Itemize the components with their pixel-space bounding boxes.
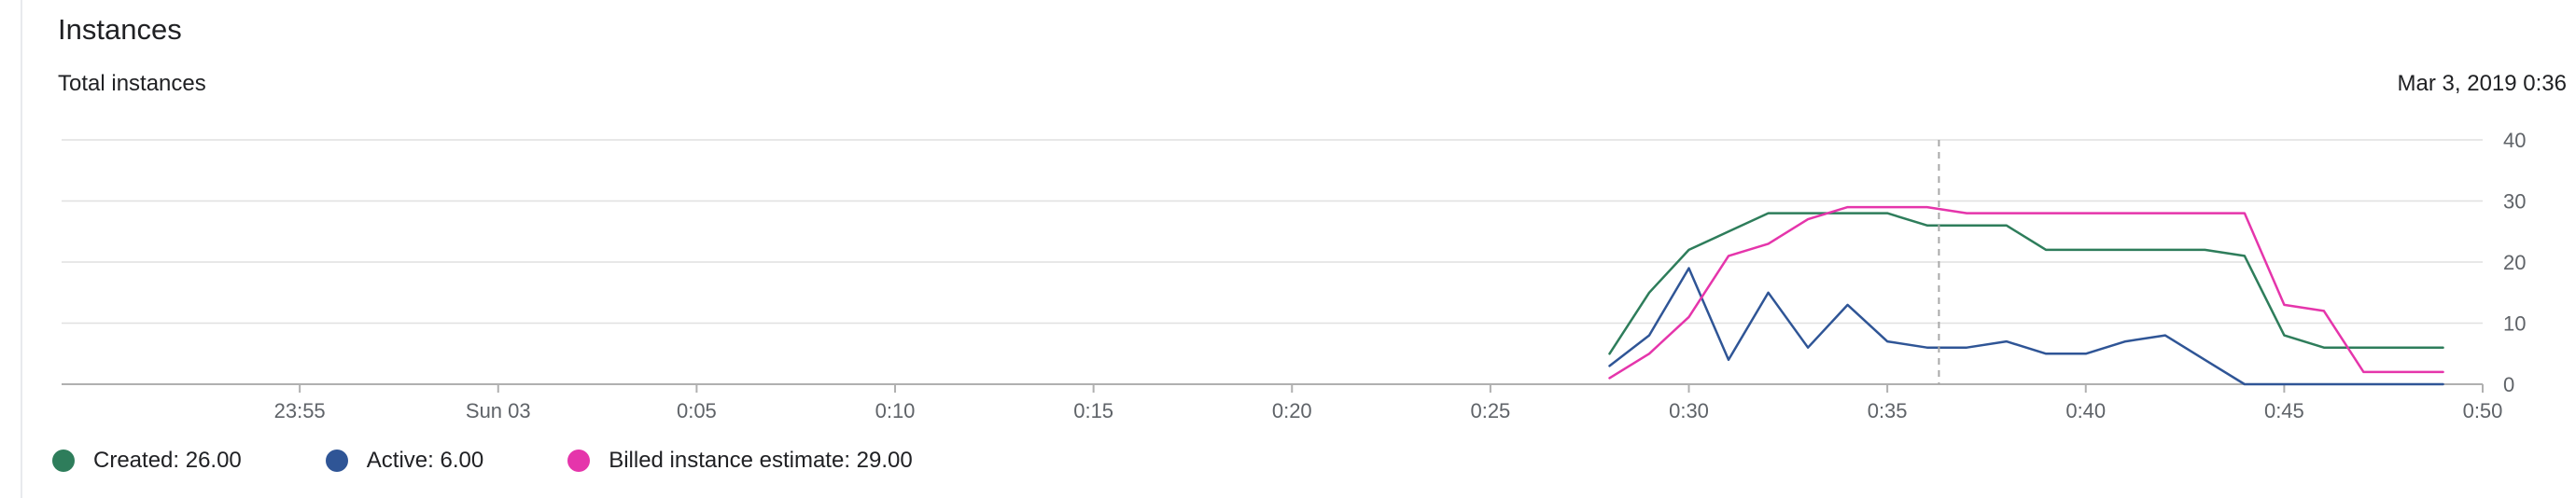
y-tick-label: 0 bbox=[2503, 373, 2514, 396]
panel-title: Instances bbox=[58, 13, 182, 46]
x-tick-label: 0:45 bbox=[2264, 399, 2304, 422]
y-tick-label: 10 bbox=[2503, 312, 2526, 336]
legend-label-active: Active: 6.00 bbox=[366, 448, 484, 473]
x-tick-label: 0:05 bbox=[677, 399, 717, 422]
legend-item-created[interactable]: Created: 26.00 bbox=[52, 446, 242, 476]
x-tick-label: 0:40 bbox=[2065, 399, 2106, 422]
x-axis-ticks: 23:55 Sun 03 0:05 0:10 0:15 0:20 0:25 0:30 0:35 0… bbox=[274, 384, 2503, 422]
x-tick-label: 23:55 bbox=[274, 399, 326, 422]
legend-item-billed[interactable]: Billed instance estimate: 29.00 bbox=[567, 446, 913, 476]
panel-left-rule bbox=[21, 0, 22, 498]
series-line-billed bbox=[1608, 205, 2444, 380]
legend-item-active[interactable]: Active: 6.00 bbox=[325, 446, 484, 476]
x-tick-label: 0:15 bbox=[1073, 399, 1113, 422]
chart-legend: Created: 26.00 Active: 6.00 Billed insta… bbox=[52, 446, 997, 476]
y-tick-label: 30 bbox=[2503, 190, 2526, 214]
legend-swatch-billed bbox=[567, 450, 591, 472]
y-tick-label: 40 bbox=[2503, 129, 2526, 152]
chart-series bbox=[1608, 205, 2444, 386]
x-tick-label: 0:50 bbox=[2463, 399, 2503, 422]
chart-grid bbox=[62, 139, 2483, 385]
legend-swatch-active bbox=[325, 450, 348, 472]
chart-subtitle: Total instances bbox=[58, 71, 206, 96]
y-tick-label: 20 bbox=[2503, 251, 2526, 274]
hover-timestamp: Mar 3, 2019 0:36 bbox=[2397, 71, 2567, 96]
x-tick-label: 0:25 bbox=[1470, 399, 1510, 422]
x-tick-label: 0:30 bbox=[1669, 399, 1709, 422]
x-tick-label: 0:20 bbox=[1272, 399, 1312, 422]
legend-label-billed: Billed instance estimate: 29.00 bbox=[609, 448, 913, 473]
y-axis-ticks: 0 10 20 30 40 bbox=[2503, 129, 2526, 396]
series-line-active bbox=[1608, 267, 2444, 386]
x-tick-label: 0:10 bbox=[875, 399, 916, 422]
series-line-created bbox=[1608, 212, 2444, 355]
legend-label-created: Created: 26.00 bbox=[93, 448, 242, 473]
x-tick-label: 0:35 bbox=[1868, 399, 1908, 422]
legend-swatch-created bbox=[52, 450, 75, 472]
x-tick-label: Sun 03 bbox=[466, 399, 531, 422]
